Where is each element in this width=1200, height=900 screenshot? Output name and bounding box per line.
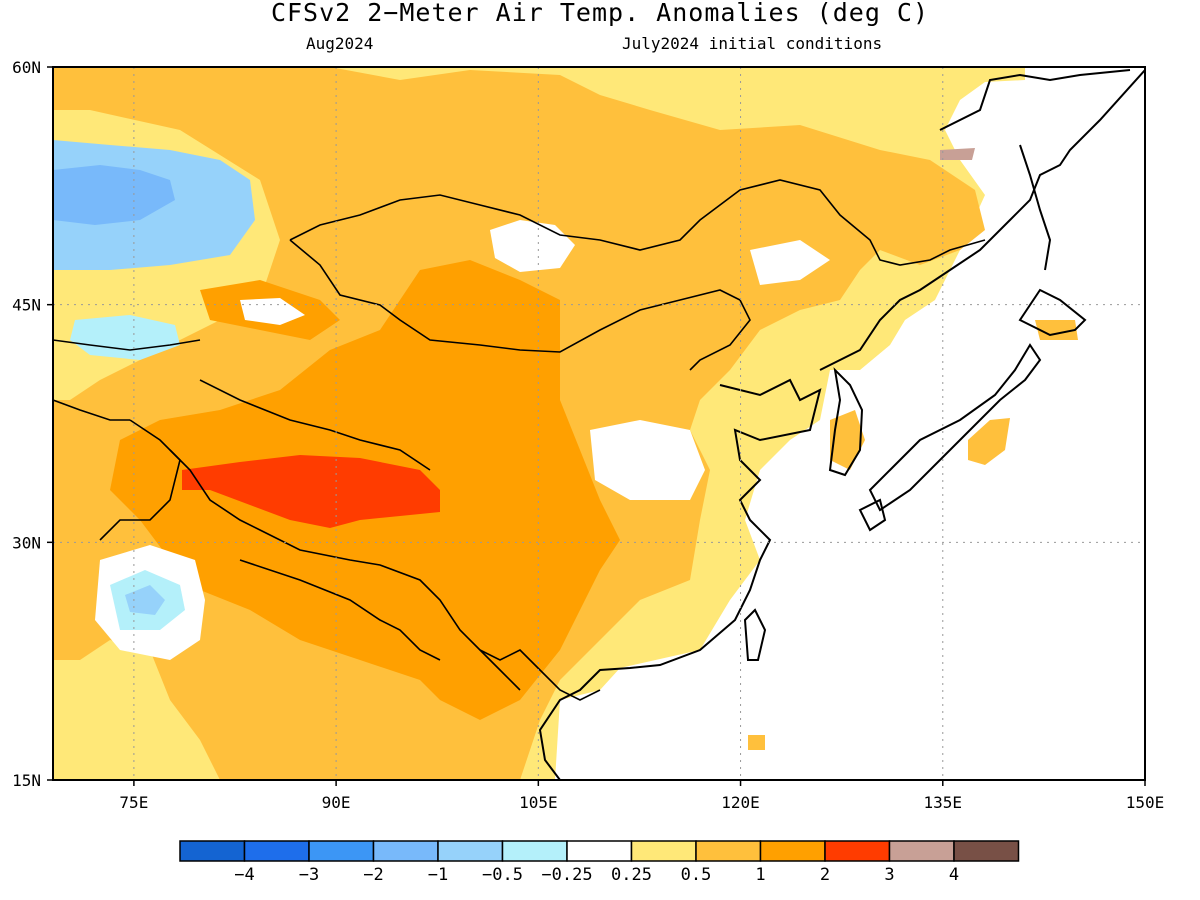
map-title: CFSv2 2−Meter Air Temp. Anomalies (deg C… <box>270 0 930 27</box>
colorbar-label: 4 <box>949 865 959 885</box>
coastlines <box>538 69 1145 780</box>
anomaly-field-central-china-white <box>590 420 705 500</box>
latitude-axis: 60N 45N 30N 15N <box>12 58 53 790</box>
graticule <box>53 67 1145 780</box>
colorbar-label: −0.5 <box>482 865 523 885</box>
colorbar-swatch <box>888 840 955 862</box>
colorbar-swatch <box>179 840 246 862</box>
colorbar-label: −4 <box>234 865 254 885</box>
colorbar-label: −0.25 <box>541 865 592 885</box>
colorbar-swatch <box>630 840 697 862</box>
anomaly-field-japan-orange <box>968 418 1010 465</box>
colorbar-swatch <box>953 840 1020 862</box>
longitude-tick-label: 75E <box>119 793 148 812</box>
longitude-tick-label: 90E <box>322 793 351 812</box>
map-frame <box>52 66 1146 781</box>
latitude-tick-label: 60N <box>12 58 41 77</box>
colorbar-label: 1 <box>755 865 765 885</box>
colorbar-label: 3 <box>884 865 894 885</box>
colorbar-swatch <box>308 840 375 862</box>
anomaly-field-india-blue-core <box>125 585 165 615</box>
latitude-tick-label: 30N <box>12 533 41 552</box>
latitude-tick-label: 45N <box>12 296 41 315</box>
colorbar-swatch <box>372 840 439 862</box>
initial-conditions-label: July2024 initial conditions <box>622 34 883 53</box>
colorbar-label: 0.5 <box>681 865 712 885</box>
colorbar-label: 2 <box>820 865 830 885</box>
valid-month-label: Aug2024 <box>306 34 374 53</box>
map-plot-area <box>53 67 1145 780</box>
colorbar-label: 0.25 <box>611 865 652 885</box>
colorbar-swatch <box>566 840 633 862</box>
colorbar-label: −3 <box>299 865 319 885</box>
longitude-tick-label: 150E <box>1126 793 1165 812</box>
colorbar-swatch <box>824 840 891 862</box>
anomaly-field-taiwan-orange <box>748 735 765 750</box>
anomaly-field-mid-blue <box>53 165 175 225</box>
longitude-tick-label: 105E <box>519 793 558 812</box>
anomaly-field-pale-blue-west <box>70 315 180 360</box>
colorbar-swatch <box>437 840 504 862</box>
colorbar-label: −2 <box>363 865 383 885</box>
latitude-tick-label: 15N <box>12 771 41 790</box>
anomaly-field-northeast-white <box>750 240 830 285</box>
anomaly-field-red <box>182 455 440 528</box>
colorbar-swatch <box>695 840 762 862</box>
anomaly-field-mongolia-white <box>490 220 575 272</box>
anomaly-field-sakhalin-light <box>940 148 975 160</box>
longitude-tick-label: 120E <box>721 793 760 812</box>
colorbar-swatch <box>759 840 826 862</box>
colorbar-label: −1 <box>428 865 448 885</box>
longitude-axis: 75E 90E 105E 120E 135E 150E <box>119 780 1164 812</box>
colorbar: −4 −3 −2 −1 −0.5 −0.25 0.25 0.5 1 2 3 4 <box>179 840 1020 885</box>
anomaly-field-hokkaido-orange <box>1035 320 1078 340</box>
colorbar-swatch <box>243 840 310 862</box>
longitude-tick-label: 135E <box>924 793 963 812</box>
country-borders <box>53 179 986 701</box>
colorbar-swatch <box>501 840 568 862</box>
